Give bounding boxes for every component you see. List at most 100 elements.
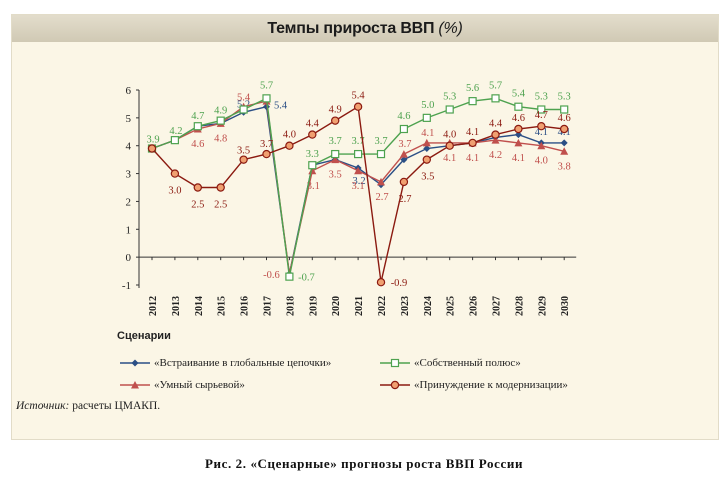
x-tick-label: 2030 (560, 296, 571, 316)
data-point (468, 138, 477, 148)
data-label: 2.7 (398, 194, 411, 205)
x-tick-label: 2027 (492, 296, 503, 316)
data-point (514, 131, 522, 139)
data-point (422, 138, 431, 147)
source-label: Источник: (16, 400, 70, 412)
data-point (423, 145, 431, 152)
x-tick-label: 2013 (171, 296, 182, 316)
figure-caption: Рис. 2. «Сценарные» прогнозы роста ВВП Р… (204, 456, 524, 471)
chart-plot: 5.25.43.24.14.14.64.85.4-0.63.13.53.12.7… (146, 80, 570, 289)
y-tick-label: 4 (126, 141, 132, 153)
data-label: -0.7 (298, 273, 315, 284)
data-label: 2.7 (375, 192, 388, 203)
source-note: Источник: расчеты ЦМАКП. (16, 400, 160, 412)
data-label: 3.8 (558, 161, 571, 172)
data-label: 4.6 (558, 113, 571, 124)
data-label: 4.4 (489, 119, 503, 130)
data-label: -0.6 (263, 270, 280, 281)
data-label: 4.6 (512, 113, 525, 124)
data-label: 4.1 (466, 127, 479, 138)
data-label: 3.5 (421, 172, 434, 183)
chart-axes: -1 0 1 2 3 4 5 6 2012 2013 2014 2015 2016 2017 2018 201… (122, 85, 577, 316)
x-tick-label: 2025 (446, 296, 457, 316)
data-label: 4.9 (214, 106, 227, 117)
data-point (331, 149, 340, 159)
data-point (399, 124, 408, 134)
data-point (170, 169, 180, 178)
data-point (376, 278, 386, 287)
data-point (193, 122, 202, 131)
data-label: 3.7 (374, 136, 387, 147)
data-label: 4.4 (306, 119, 320, 130)
data-point (445, 105, 454, 114)
data-point (354, 166, 363, 175)
legend-item-global-chains: «Встраивание в глобальные цепочки» (120, 357, 331, 369)
diamond-marker-icon (120, 359, 150, 367)
data-label: 5.7 (260, 80, 273, 91)
data-point (422, 113, 431, 122)
legend-label: «Собственный полюс» (414, 357, 521, 369)
data-label: 3.3 (306, 149, 319, 160)
y-tick-label: -1 (122, 280, 131, 292)
data-point (193, 183, 202, 192)
data-point (514, 124, 523, 134)
x-tick-label: 2016 (240, 296, 251, 316)
data-point (560, 139, 568, 147)
circle-marker-icon (380, 381, 410, 390)
legend-item-smart-resource: «Умный сырьевой» (120, 379, 245, 391)
data-label: 4.8 (214, 133, 227, 144)
data-label: 5.4 (512, 89, 526, 100)
data-point (147, 144, 157, 153)
data-point (514, 138, 523, 147)
y-tick-label: 1 (126, 224, 132, 236)
triangle-marker-icon (120, 381, 150, 389)
data-point (491, 136, 500, 144)
data-label: 4.1 (466, 153, 479, 164)
data-label: 3.0 (168, 186, 181, 197)
data-point (377, 177, 385, 186)
data-point (560, 105, 569, 114)
y-tick-label: 5 (126, 113, 132, 125)
data-point (239, 155, 248, 164)
data-label: 3.7 (260, 139, 273, 150)
data-label: 4.2 (169, 126, 182, 137)
line-chart: -1 0 1 2 3 4 5 6 2012 2013 2014 2015 2016 2017 2018 201… (122, 80, 577, 316)
data-point (216, 116, 225, 125)
data-point (331, 155, 340, 164)
series-1: 4.6 4.8 5.4 -0.6 3.1 3.5 3.1 2.7 3.7 4.1 4.1 4.1 4.2… (148, 93, 571, 281)
y-tick-label: 6 (126, 85, 132, 97)
data-label: 3.2 (353, 176, 366, 187)
x-tick-label: 2021 (354, 296, 365, 316)
data-point (400, 156, 408, 164)
legend-heading: Сценарии (117, 330, 171, 342)
x-tick-label: 2019 (308, 296, 319, 316)
data-point (262, 94, 271, 103)
data-point (399, 150, 408, 158)
data-label: 5.3 (443, 92, 456, 103)
data-label: 4.7 (535, 110, 548, 121)
data-label: 5.3 (535, 92, 548, 103)
x-tick-label: 2023 (400, 296, 411, 316)
chart-panel: Темпы прироста ВВП (%) (11, 14, 719, 440)
data-label: 4.9 (329, 105, 342, 116)
data-label: 5.4 (274, 101, 288, 112)
legend-label: «Умный сырьевой» (154, 379, 245, 391)
data-label: 5.6 (466, 83, 479, 94)
data-point (445, 141, 454, 150)
data-point (308, 130, 317, 139)
x-tick-label: 2026 (469, 296, 480, 316)
y-tick-label: 3 (126, 169, 132, 181)
legend-item-modernization: «Принуждение к модернизации» (380, 379, 568, 391)
data-point (376, 149, 386, 159)
data-label: 5.4 (237, 93, 251, 104)
data-point (560, 124, 569, 134)
square-marker-icon (380, 359, 410, 368)
data-label: 4.6 (191, 139, 204, 150)
x-tick-label: 2014 (194, 296, 205, 316)
data-point (308, 161, 317, 170)
data-point (285, 272, 294, 281)
data-point (560, 147, 569, 155)
data-label: 4.0 (443, 130, 456, 141)
data-label: 3.7 (352, 136, 365, 147)
data-label: 2.5 (214, 200, 227, 211)
